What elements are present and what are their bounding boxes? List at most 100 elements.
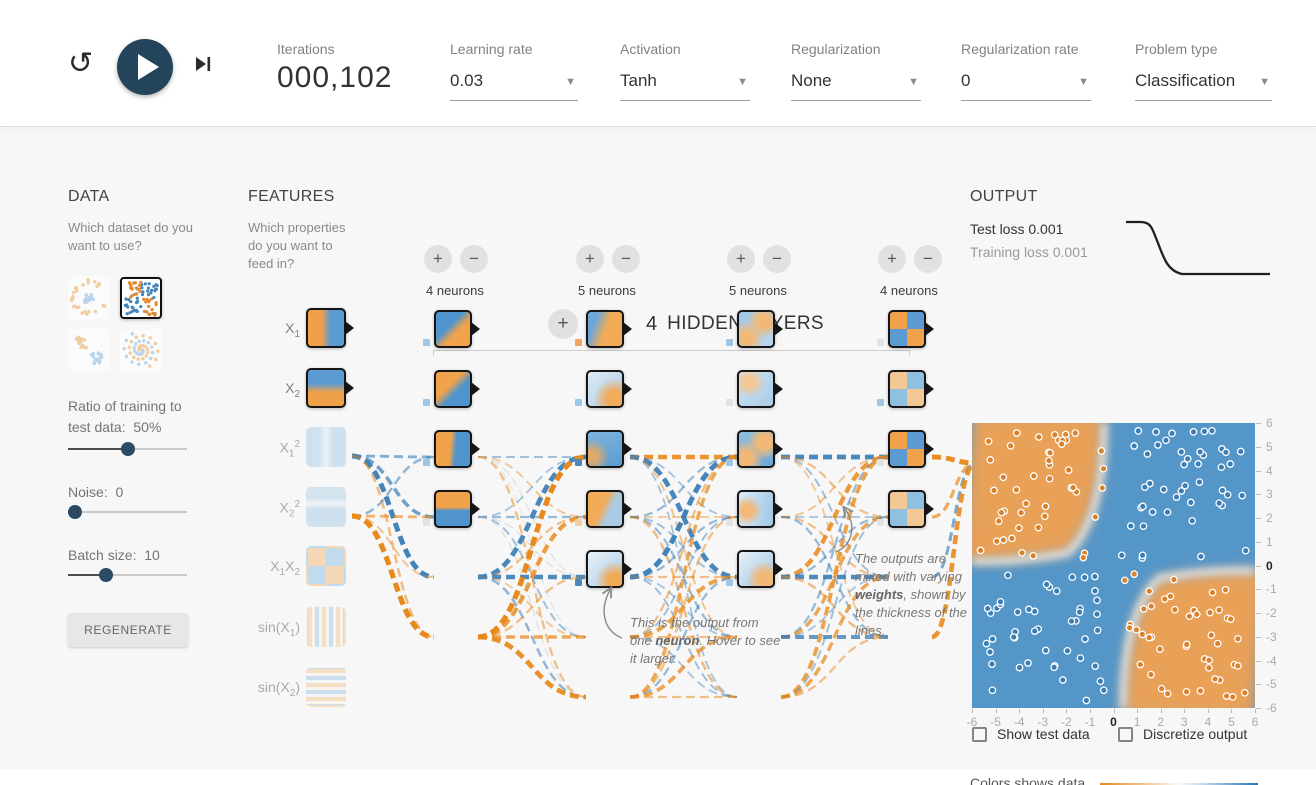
feature-x1x2[interactable] <box>306 546 346 586</box>
regularization-rate-select[interactable]: 0 ▼ <box>961 71 1091 101</box>
dataset-thumb-xor[interactable] <box>120 277 162 319</box>
weight-connection[interactable] <box>629 516 738 638</box>
weight-connection[interactable] <box>477 514 587 640</box>
weight-connection[interactable] <box>780 575 889 639</box>
learning-rate-select[interactable]: 0.03 ▼ <box>450 71 578 101</box>
show-test-data-option[interactable]: Show test data <box>972 726 1090 742</box>
regularization-select[interactable]: None ▼ <box>791 71 921 101</box>
remove-neuron-button[interactable]: − <box>460 245 488 273</box>
weight-connection[interactable] <box>351 454 435 519</box>
weight-connection[interactable] <box>477 455 587 699</box>
discretize-output-option[interactable]: Discretize output <box>1118 726 1247 742</box>
weight-connection[interactable] <box>351 454 435 459</box>
neuron-h3-5[interactable] <box>726 550 775 588</box>
weight-connection[interactable] <box>351 514 435 519</box>
neuron-h4-4[interactable] <box>877 490 926 528</box>
neuron-h4-1[interactable] <box>877 310 926 348</box>
batch-size-slider[interactable] <box>68 568 187 582</box>
feature-sinx1[interactable] <box>306 607 346 647</box>
weight-connection[interactable] <box>477 516 587 698</box>
weight-connection[interactable] <box>477 575 587 699</box>
weight-connection[interactable] <box>629 575 738 699</box>
neuron-h4-2[interactable] <box>877 370 926 408</box>
weight-connection[interactable] <box>351 455 435 518</box>
activation-select[interactable]: Tanh ▼ <box>620 71 750 101</box>
feature-x2sq[interactable] <box>306 487 346 527</box>
remove-neuron-button[interactable]: − <box>612 245 640 273</box>
noise-slider[interactable] <box>68 505 187 519</box>
weight-connection[interactable] <box>629 575 738 639</box>
output-decision-chart[interactable] <box>972 423 1255 708</box>
batch-size-slider-knob[interactable] <box>99 568 114 582</box>
weight-connection[interactable] <box>780 515 889 579</box>
weight-connection[interactable] <box>629 515 738 579</box>
add-layer-button[interactable]: + <box>548 309 578 339</box>
weight-connection[interactable] <box>629 515 738 639</box>
weight-connection[interactable] <box>351 513 435 640</box>
weight-connection[interactable] <box>629 456 738 698</box>
ratio-slider-knob[interactable] <box>120 442 135 456</box>
feature-x1[interactable] <box>306 308 346 348</box>
weight-connection[interactable] <box>629 635 738 699</box>
ratio-slider[interactable] <box>68 442 187 456</box>
weight-connection[interactable] <box>780 455 889 519</box>
neuron-h4-3[interactable] <box>877 430 926 468</box>
weight-connection[interactable] <box>477 634 587 700</box>
weight-connection[interactable] <box>629 455 738 699</box>
problem-type-select[interactable]: Classification ▼ <box>1135 71 1272 101</box>
weight-connection[interactable] <box>477 515 587 579</box>
weight-connection[interactable] <box>477 456 587 638</box>
neuron-h1-3[interactable] <box>423 430 472 468</box>
dataset-thumb-spiral[interactable] <box>120 329 162 371</box>
regenerate-button[interactable]: REGENERATE <box>68 613 188 647</box>
weight-connection[interactable] <box>629 515 738 699</box>
discretize-output-checkbox[interactable] <box>1118 726 1133 742</box>
weight-connection[interactable] <box>780 456 889 518</box>
weight-connection[interactable] <box>780 576 889 638</box>
weight-connection[interactable] <box>931 461 977 519</box>
neuron-h1-2[interactable] <box>423 370 472 408</box>
neuron-h3-4[interactable] <box>726 490 775 528</box>
remove-neuron-button[interactable]: − <box>763 245 791 273</box>
step-button[interactable] <box>192 53 214 78</box>
feature-x2[interactable] <box>306 368 346 408</box>
weight-connection[interactable] <box>629 515 738 699</box>
weight-connection[interactable] <box>629 454 738 580</box>
dataset-thumb-gaussian[interactable] <box>68 329 110 371</box>
neuron-h2-5[interactable] <box>575 550 624 588</box>
weight-connection[interactable] <box>930 460 978 640</box>
weight-connection[interactable] <box>629 456 738 638</box>
feature-sinx2[interactable] <box>306 667 346 707</box>
weight-connection[interactable] <box>477 454 587 580</box>
weight-connection[interactable] <box>351 453 435 580</box>
neuron-h2-1[interactable] <box>575 310 624 348</box>
weight-connection[interactable] <box>931 454 977 466</box>
weight-connection[interactable] <box>629 455 738 519</box>
reset-button[interactable]: ↺ <box>68 46 93 81</box>
neuron-h2-3[interactable] <box>575 430 624 468</box>
weight-connection[interactable] <box>477 454 587 640</box>
play-pause-button[interactable] <box>117 39 173 95</box>
neuron-h2-2[interactable] <box>575 370 624 408</box>
dataset-thumb-circle[interactable] <box>68 277 110 319</box>
neuron-h3-1[interactable] <box>726 310 775 348</box>
weight-connection[interactable] <box>780 516 889 698</box>
weight-connection[interactable] <box>780 455 889 699</box>
add-neuron-button[interactable]: + <box>576 245 604 273</box>
add-neuron-button[interactable]: + <box>727 245 755 273</box>
show-test-data-checkbox[interactable] <box>972 726 987 742</box>
weight-connection[interactable] <box>780 635 889 699</box>
add-neuron-button[interactable]: + <box>878 245 906 273</box>
remove-neuron-button[interactable]: − <box>914 245 942 273</box>
add-neuron-button[interactable]: + <box>424 245 452 273</box>
weight-connection[interactable] <box>780 575 889 699</box>
neuron-h3-2[interactable] <box>726 370 775 408</box>
neuron-h1-1[interactable] <box>423 310 472 348</box>
neuron-h1-4[interactable] <box>423 490 472 528</box>
noise-slider-knob[interactable] <box>68 505 82 519</box>
weight-connection[interactable] <box>780 456 889 638</box>
neuron-h2-4[interactable] <box>575 490 624 528</box>
weight-connection[interactable] <box>477 575 587 639</box>
feature-x1sq[interactable] <box>306 427 346 467</box>
weight-connection[interactable] <box>351 454 435 639</box>
